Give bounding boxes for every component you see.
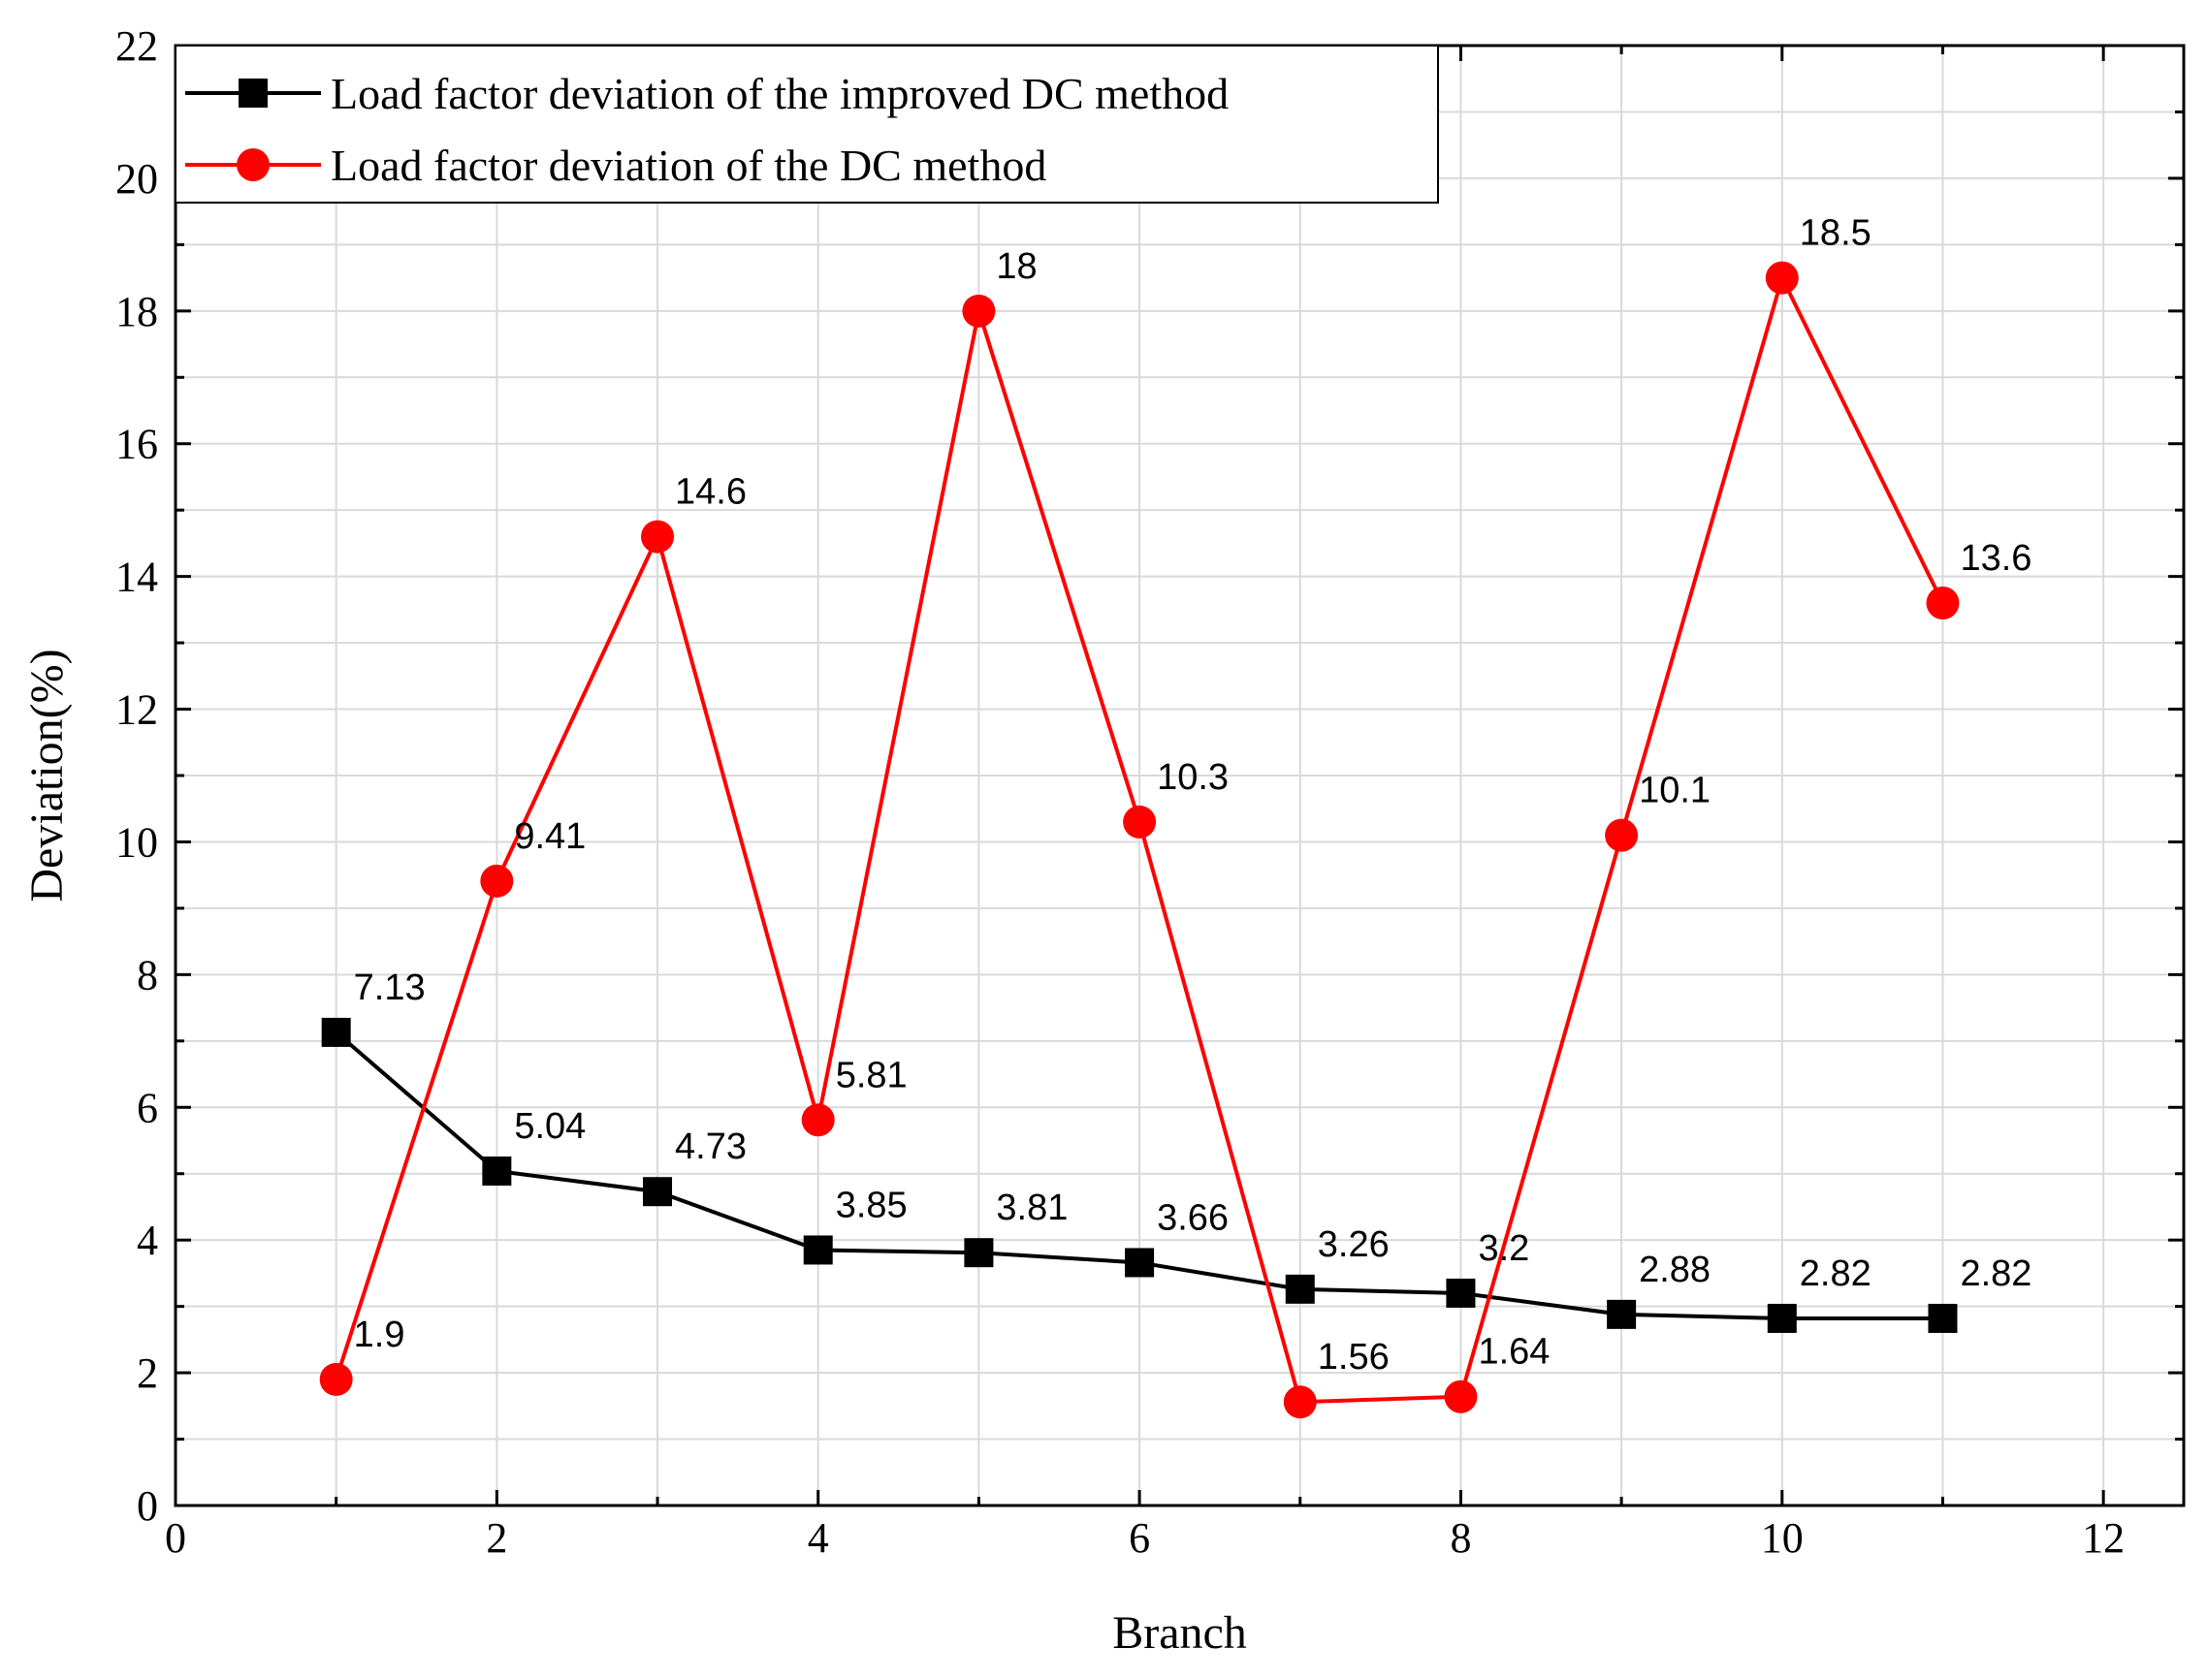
data-point-dc bbox=[1765, 261, 1799, 295]
data-point-dc bbox=[1926, 586, 1960, 620]
data-point-dc bbox=[319, 1362, 353, 1396]
grid bbox=[176, 46, 2184, 1506]
legend: Load factor deviation of the improved DC… bbox=[175, 45, 1439, 204]
data-point-dc bbox=[1605, 818, 1639, 852]
data-label-improved-dc: 2.82 bbox=[1960, 1253, 2031, 1294]
data-point-improved-dc bbox=[321, 1017, 351, 1047]
data-label-dc: 18 bbox=[996, 246, 1037, 287]
y-tick-label: 6 bbox=[137, 1084, 158, 1131]
x-tick-label: 2 bbox=[486, 1514, 507, 1562]
data-label-dc: 18.5 bbox=[1800, 213, 1871, 254]
data-point-dc bbox=[962, 294, 996, 328]
data-label-dc: 14.6 bbox=[675, 472, 747, 513]
data-point-dc bbox=[480, 864, 514, 898]
data-point-improved-dc bbox=[1767, 1303, 1797, 1333]
y-tick-label: 20 bbox=[115, 155, 158, 203]
y-tick-label: 4 bbox=[137, 1217, 158, 1264]
data-label-dc: 5.81 bbox=[836, 1055, 908, 1095]
data-label-dc: 10.1 bbox=[1639, 771, 1711, 811]
data-labels: 7.13 5.04 4.73 3.85 3.81 3.66 3.26 3.2 2.88 2.82 2… bbox=[354, 213, 2032, 1379]
y-tick-label: 16 bbox=[115, 421, 158, 468]
y-tick-label: 10 bbox=[115, 818, 158, 866]
data-point-improved-dc bbox=[1125, 1248, 1155, 1278]
x-tick-label: 4 bbox=[808, 1514, 829, 1562]
data-point-improved-dc bbox=[1446, 1278, 1476, 1308]
axes: 0 2 4 6 8 10 12 0 2 4 6 8 10 12 14 16 18 20 22 bbox=[115, 22, 2186, 1562]
y-tick-label: 2 bbox=[137, 1349, 158, 1397]
legend-label-dc: Load factor deviation of the DC method bbox=[331, 141, 1046, 190]
data-label-improved-dc: 7.13 bbox=[354, 967, 426, 1008]
data-label-improved-dc: 3.66 bbox=[1157, 1197, 1229, 1238]
data-label-improved-dc: 3.2 bbox=[1478, 1228, 1529, 1269]
legend-marker-dc bbox=[237, 148, 270, 181]
x-tick-label: 6 bbox=[1129, 1514, 1150, 1562]
y-tick-label: 0 bbox=[137, 1482, 158, 1530]
y-tick-label: 12 bbox=[115, 686, 158, 734]
x-tick-label: 10 bbox=[1761, 1514, 1804, 1562]
x-tick-label: 12 bbox=[2082, 1514, 2125, 1562]
data-label-improved-dc: 3.85 bbox=[836, 1185, 908, 1225]
data-label-improved-dc: 3.81 bbox=[996, 1188, 1068, 1228]
data-label-dc: 1.56 bbox=[1318, 1337, 1390, 1378]
data-point-improved-dc bbox=[1607, 1299, 1637, 1329]
data-point-dc bbox=[1283, 1385, 1317, 1419]
data-point-improved-dc bbox=[643, 1177, 673, 1207]
data-point-improved-dc bbox=[1928, 1303, 1958, 1333]
data-point-improved-dc bbox=[1285, 1274, 1315, 1304]
x-axis-title: Branch bbox=[1112, 1607, 1247, 1659]
y-tick-label: 14 bbox=[115, 554, 158, 601]
data-label-dc: 9.41 bbox=[514, 816, 586, 857]
data-point-improved-dc bbox=[482, 1156, 512, 1186]
data-point-improved-dc bbox=[803, 1235, 833, 1265]
data-label-improved-dc: 4.73 bbox=[675, 1126, 747, 1167]
x-tick-label: 0 bbox=[165, 1514, 186, 1562]
data-point-dc bbox=[1123, 805, 1157, 839]
data-point-improved-dc bbox=[964, 1238, 994, 1268]
data-label-improved-dc: 2.88 bbox=[1639, 1250, 1711, 1290]
data-label-improved-dc: 5.04 bbox=[514, 1106, 586, 1147]
data-point-dc bbox=[641, 520, 675, 554]
legend-box bbox=[175, 45, 1439, 204]
y-tick-label: 8 bbox=[137, 951, 158, 998]
y-tick-label: 22 bbox=[115, 22, 158, 70]
data-label-dc: 1.64 bbox=[1478, 1332, 1550, 1373]
y-tick-label: 18 bbox=[115, 288, 158, 335]
data-label-improved-dc: 2.82 bbox=[1800, 1253, 1871, 1294]
legend-label-improved-dc: Load factor deviation of the improved DC… bbox=[331, 69, 1229, 118]
data-label-dc: 13.6 bbox=[1960, 538, 2031, 579]
data-point-dc bbox=[1444, 1379, 1478, 1413]
y-axis-title: Deviation(%) bbox=[21, 649, 73, 902]
data-point-dc bbox=[801, 1103, 835, 1137]
legend-marker-improved-dc bbox=[239, 79, 268, 108]
data-label-dc: 10.3 bbox=[1157, 757, 1229, 798]
series bbox=[319, 261, 1960, 1419]
data-label-improved-dc: 3.26 bbox=[1318, 1224, 1390, 1265]
x-tick-label: 8 bbox=[1450, 1514, 1471, 1562]
data-label-dc: 1.9 bbox=[354, 1315, 405, 1355]
